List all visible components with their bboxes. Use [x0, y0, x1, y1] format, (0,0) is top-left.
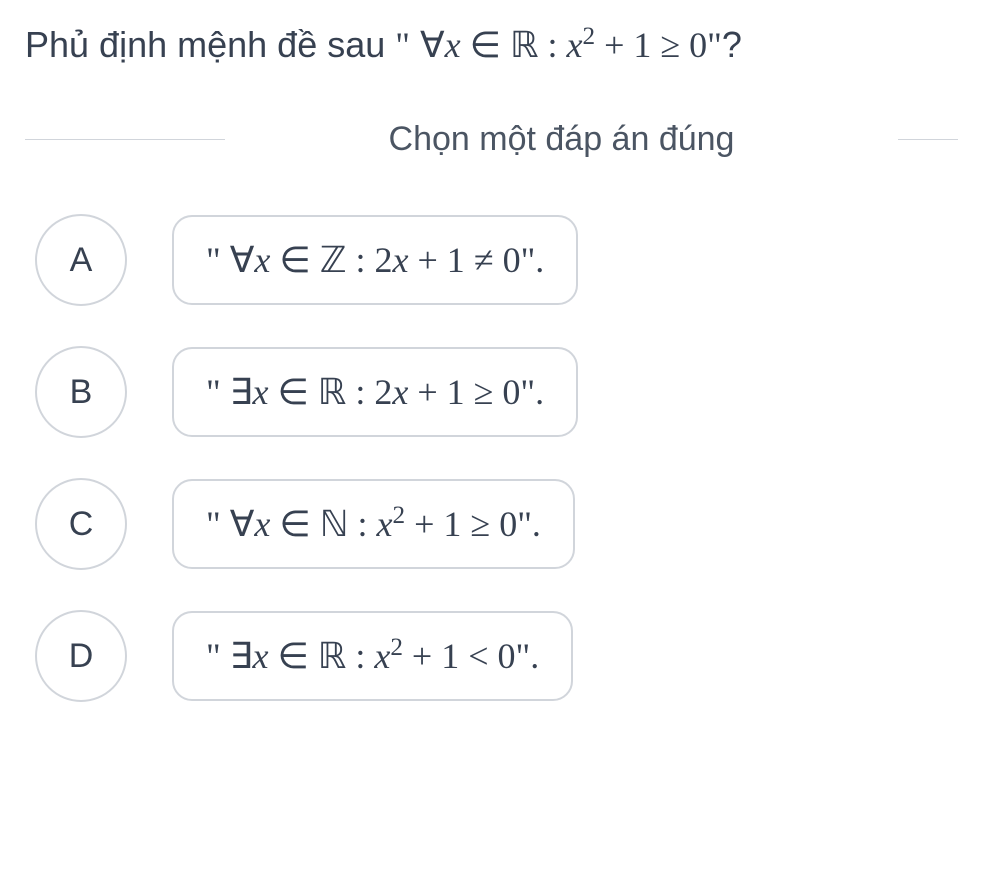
option-c-var: x	[254, 504, 270, 544]
option-b-expr: x	[392, 372, 408, 412]
option-d-expr-base: x	[374, 636, 390, 676]
question-text: Phủ định mệnh đề sau " ∀x ∈ ℝ : x2 + 1 ≥…	[25, 20, 958, 70]
option-c-in: ∈	[279, 504, 310, 544]
relation-geq: ≥	[651, 25, 689, 65]
option-b-in: ∈	[277, 372, 308, 412]
option-b-set: ℝ	[318, 372, 347, 412]
option-d-rhs: 0	[498, 636, 516, 676]
set-R: ℝ	[510, 25, 539, 65]
option-c-expr-sup: 2	[393, 502, 406, 529]
var-x: x	[445, 25, 461, 65]
expr-x: x	[567, 25, 583, 65]
option-a-var: x	[254, 240, 270, 280]
option-c-period: .	[532, 504, 541, 544]
option-a-period: .	[535, 240, 544, 280]
option-d-expr-sup: 2	[390, 634, 403, 661]
options-container: A " ∀x ∈ ℤ : 2x + 1 ≠ 0". B " ∃x ∈ ℝ : 2…	[25, 214, 958, 702]
option-a-expr: x	[393, 240, 409, 280]
option-a-close-quote: "	[521, 240, 536, 280]
option-c-set: ℕ	[320, 504, 349, 544]
option-b-rhs: 0	[502, 372, 520, 412]
option-d-colon: :	[346, 636, 374, 676]
rhs-zero: 0	[689, 25, 707, 65]
option-b-colon: :	[346, 372, 374, 412]
option-d-in: ∈	[277, 636, 308, 676]
forall-symbol: ∀	[420, 25, 445, 65]
option-d-open-quote: "	[206, 636, 221, 676]
option-d-set: ℝ	[318, 636, 347, 676]
divider-left	[25, 139, 225, 140]
option-b-letter[interactable]: B	[35, 346, 127, 438]
option-d-letter[interactable]: D	[35, 610, 127, 702]
open-quote: "	[395, 25, 410, 65]
option-a-set: ℤ	[320, 240, 347, 280]
option-a-relation: ≠	[465, 240, 503, 280]
option-d-quantifier: ∃	[230, 636, 253, 676]
option-d-row[interactable]: D " ∃x ∈ ℝ : x2 + 1 < 0".	[35, 610, 958, 702]
in-symbol: ∈	[470, 25, 501, 65]
option-a-content[interactable]: " ∀x ∈ ℤ : 2x + 1 ≠ 0".	[172, 215, 578, 305]
option-a-in: ∈	[279, 240, 310, 280]
instruction-row: Chọn một đáp án đúng	[25, 120, 958, 159]
option-c-rhs: 0	[499, 504, 517, 544]
option-d-relation: <	[459, 636, 497, 676]
option-c-expr-base: x	[377, 504, 393, 544]
colon: :	[538, 25, 566, 65]
divider-right	[898, 139, 958, 140]
option-b-quantifier: ∃	[230, 372, 253, 412]
option-a-quantifier: ∀	[230, 240, 255, 280]
expr-sup: 2	[582, 23, 595, 50]
option-b-content[interactable]: " ∃x ∈ ℝ : 2x + 1 ≥ 0".	[172, 347, 578, 437]
option-c-relation: ≥	[461, 504, 499, 544]
option-d-plus: + 1	[403, 636, 459, 676]
option-a-row[interactable]: A " ∀x ∈ ℤ : 2x + 1 ≠ 0".	[35, 214, 958, 306]
option-a-rhs: 0	[503, 240, 521, 280]
plus-one: + 1	[595, 25, 651, 65]
option-d-content[interactable]: " ∃x ∈ ℝ : x2 + 1 < 0".	[172, 611, 573, 701]
option-c-colon: :	[349, 504, 377, 544]
option-d-var: x	[252, 636, 268, 676]
option-c-row[interactable]: C " ∀x ∈ ℕ : x2 + 1 ≥ 0".	[35, 478, 958, 570]
question-mark: ?	[722, 24, 742, 65]
option-c-open-quote: "	[206, 504, 221, 544]
close-quote: "	[707, 25, 722, 65]
option-b-period: .	[535, 372, 544, 412]
option-c-letter[interactable]: C	[35, 478, 127, 570]
option-c-close-quote: "	[517, 504, 532, 544]
option-b-var: x	[252, 372, 268, 412]
option-c-content[interactable]: " ∀x ∈ ℕ : x2 + 1 ≥ 0".	[172, 479, 575, 569]
option-d-close-quote: "	[516, 636, 531, 676]
option-b-close-quote: "	[520, 372, 535, 412]
option-a-colon: :	[347, 240, 375, 280]
option-b-open-quote: "	[206, 372, 221, 412]
option-d-period: .	[530, 636, 539, 676]
option-a-open-quote: "	[206, 240, 221, 280]
question-prefix: Phủ định mệnh đề sau	[25, 24, 395, 65]
option-c-quantifier: ∀	[230, 504, 255, 544]
option-a-letter[interactable]: A	[35, 214, 127, 306]
option-b-relation: ≥	[465, 372, 503, 412]
option-b-row[interactable]: B " ∃x ∈ ℝ : 2x + 1 ≥ 0".	[35, 346, 958, 438]
option-c-plus: + 1	[405, 504, 461, 544]
instruction-text: Chọn một đáp án đúng	[225, 120, 898, 159]
